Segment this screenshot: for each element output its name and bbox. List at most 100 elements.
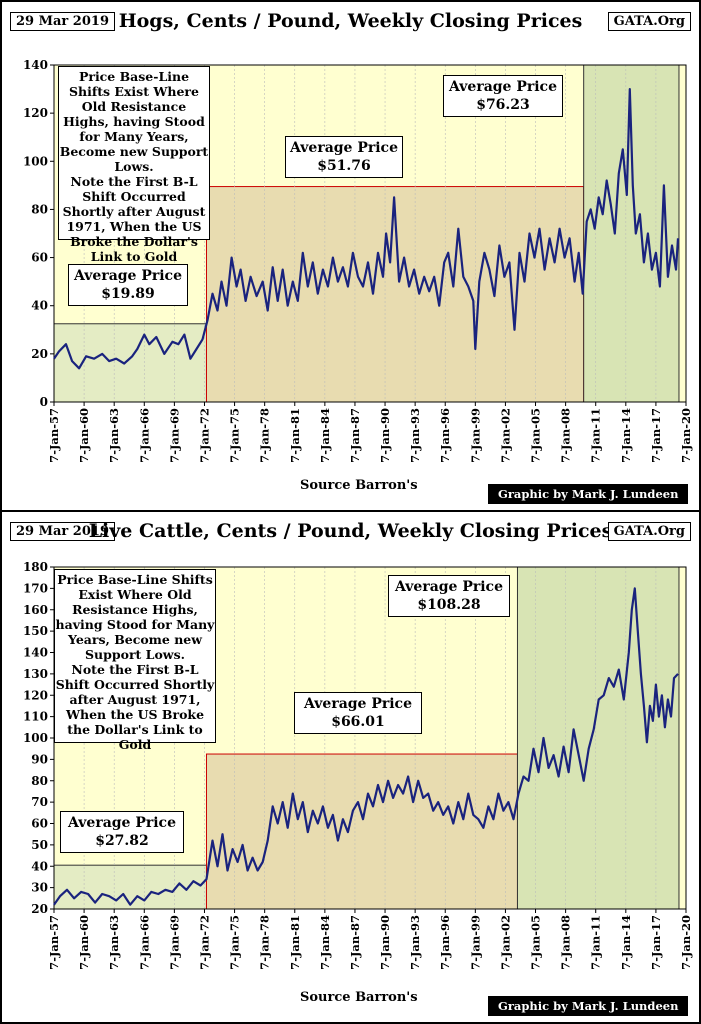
x-tick-label: 7-Jan-78 (258, 915, 272, 970)
price-region (516, 566, 680, 910)
y-tick-label: 180 (23, 560, 48, 574)
x-tick-label: 7-Jan-63 (107, 408, 121, 463)
x-tick-label: 7-Jan-60 (77, 915, 91, 970)
average-price-value: $51.76 (317, 158, 371, 174)
x-tick-label: 7-Jan-81 (288, 408, 302, 463)
price-region (205, 753, 518, 910)
x-tick-label: 7-Jan-08 (559, 408, 573, 463)
y-tick-label: 50 (31, 838, 48, 852)
price-series-line (53, 587, 679, 906)
average-price-label: Average Price (394, 579, 503, 595)
x-tick-label: 7-Jan-05 (529, 915, 543, 970)
average-price-box-2: Average Price $66.01 (294, 692, 422, 734)
y-tick-label: 20 (31, 902, 48, 916)
y-tick-label: 100 (23, 154, 48, 168)
note-text: Price Base-Line Shifts Exist Where Old R… (55, 572, 215, 752)
price-series-line (53, 88, 680, 370)
x-tick-label: 7-Jan-57 (47, 408, 61, 463)
cattle-chart-panel: 29 Mar 2019 Live Cattle, Cents / Pound, … (2, 512, 699, 1022)
y-tick-label: 40 (31, 859, 48, 873)
average-price-label: Average Price (67, 815, 176, 831)
x-tick-label: 7-Jan-87 (348, 915, 362, 970)
x-tick-label: 7-Jan-17 (649, 915, 663, 970)
y-tick-label: 130 (23, 667, 48, 681)
y-tick-label: 0 (40, 395, 48, 409)
x-tick-label: 7-Jan-72 (197, 408, 211, 463)
hogs-chart-panel: 29 Mar 2019 Hogs, Cents / Pound, Weekly … (2, 2, 699, 510)
chart-title: Hogs, Cents / Pound, Weekly Closing Pric… (118, 10, 583, 32)
y-tick-label: 60 (31, 251, 48, 265)
average-price-value: $76.23 (476, 97, 530, 113)
x-tick-label: 7-Jan-99 (468, 408, 482, 463)
note-box: Price Base-Line Shifts Exist Where Old R… (58, 66, 210, 264)
average-price-label: Average Price (73, 268, 182, 284)
x-tick-label: 7-Jan-72 (197, 915, 211, 970)
date-label: 29 Mar 2019 (10, 522, 115, 541)
y-tick-label: 150 (23, 624, 48, 638)
y-tick-label: 20 (31, 347, 48, 361)
y-tick-label: 140 (23, 646, 48, 660)
x-tick-label: 7-Jan-08 (559, 915, 573, 970)
average-price-box-1: Average Price $19.89 (68, 264, 188, 306)
y-tick-label: 30 (31, 881, 48, 895)
average-price-value: $66.01 (331, 714, 385, 730)
x-tick-label: 7-Jan-69 (167, 915, 181, 970)
chart-header: 29 Mar 2019 Hogs, Cents / Pound, Weekly … (6, 6, 695, 36)
x-tick-label: 7-Jan-99 (468, 915, 482, 970)
x-tick-label: 7-Jan-84 (318, 915, 332, 970)
site-label: GATA.Org (607, 12, 691, 31)
x-tick-label: 7-Jan-02 (498, 408, 512, 463)
y-tick-label: 120 (23, 688, 48, 702)
x-tick-label: 7-Jan-90 (378, 408, 392, 463)
average-price-box-3: Average Price $76.23 (443, 75, 563, 117)
x-tick-label: 7-Jan-87 (348, 408, 362, 463)
x-tick-label: 7-Jan-96 (438, 915, 452, 970)
x-tick-label: 7-Jan-69 (167, 408, 181, 463)
y-tick-label: 110 (23, 710, 48, 724)
x-tick-label: 7-Jan-90 (378, 915, 392, 970)
credit-label: Graphic by Mark J. Lundeen (488, 996, 689, 1016)
x-tick-label: 7-Jan-81 (288, 915, 302, 970)
average-price-value: $108.28 (417, 597, 481, 613)
y-tick-label: 170 (23, 581, 48, 595)
note-text: Price Base-Line Shifts Exist Where Old R… (59, 69, 209, 264)
x-tick-label: 7-Jan-11 (589, 408, 603, 463)
average-price-value: $27.82 (95, 833, 149, 849)
note-box: Price Base-Line Shifts Exist Where Old R… (54, 569, 216, 752)
average-price-box-3: Average Price $108.28 (388, 575, 510, 617)
plot-border (53, 64, 687, 403)
average-price-label: Average Price (303, 696, 412, 712)
credit-label: Graphic by Mark J. Lundeen (488, 484, 689, 504)
x-tick-label: 7-Jan-84 (318, 408, 332, 463)
x-tick-label: 7-Jan-60 (77, 408, 91, 463)
average-price-value: $19.89 (101, 286, 155, 302)
y-tick-label: 80 (31, 202, 48, 216)
y-tick-label: 70 (31, 795, 48, 809)
y-tick-label: 40 (31, 299, 48, 313)
average-price-label: Average Price (289, 140, 398, 156)
x-tick-label: 7-Jan-20 (679, 408, 693, 463)
x-tick-label: 7-Jan-05 (529, 408, 543, 463)
average-price-label: Average Price (448, 79, 557, 95)
x-tick-label: 7-Jan-02 (498, 915, 512, 970)
x-tick-label: 7-Jan-14 (619, 915, 633, 970)
x-tick-label: 7-Jan-93 (408, 408, 422, 463)
y-tick-label: 60 (31, 817, 48, 831)
chart-title: Live Cattle, Cents / Pound, Weekly Closi… (88, 520, 613, 542)
x-tick-label: 7-Jan-66 (137, 408, 151, 463)
x-tick-label: 7-Jan-20 (679, 915, 693, 970)
average-price-box-2: Average Price $51.76 (285, 136, 403, 178)
x-tick-label: 7-Jan-11 (589, 915, 603, 970)
x-tick-label: 7-Jan-66 (137, 915, 151, 970)
y-tick-label: 140 (23, 58, 48, 72)
x-axis-source-label: Source Barron's (300, 478, 418, 493)
x-tick-label: 7-Jan-63 (107, 915, 121, 970)
x-tick-label: 7-Jan-78 (258, 408, 272, 463)
date-label: 29 Mar 2019 (10, 12, 115, 31)
x-tick-label: 7-Jan-17 (649, 408, 663, 463)
average-price-box-1: Average Price $27.82 (60, 811, 184, 853)
x-tick-label: 7-Jan-93 (408, 915, 422, 970)
y-tick-label: 120 (23, 106, 48, 120)
x-tick-label: 7-Jan-96 (438, 408, 452, 463)
x-tick-label: 7-Jan-57 (47, 915, 61, 970)
